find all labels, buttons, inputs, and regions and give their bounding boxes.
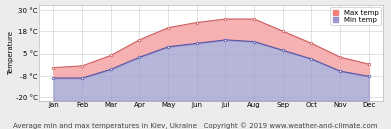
Y-axis label: Temperature: Temperature: [9, 31, 14, 75]
Legend: Max temp, Min temp: Max temp, Min temp: [330, 7, 381, 26]
Text: Average min and max temperatures in Kiev, Ukraine   Copyright © 2019 www.weather: Average min and max temperatures in Kiev…: [13, 122, 378, 129]
